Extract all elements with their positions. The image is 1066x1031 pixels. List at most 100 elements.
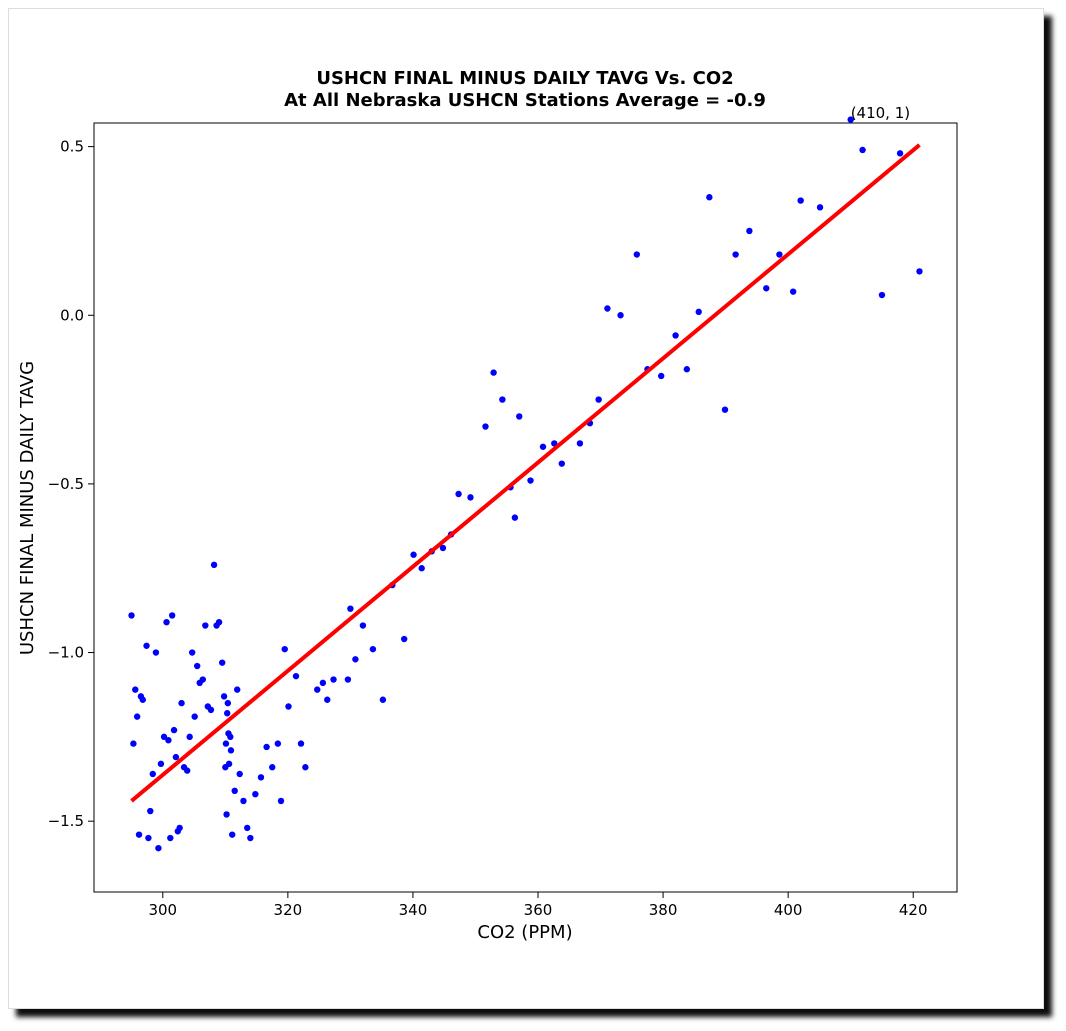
- data-point: [227, 747, 235, 754]
- data-point: [157, 760, 165, 768]
- data-point: [330, 676, 337, 683]
- data-point: [240, 797, 247, 805]
- data-point: [617, 312, 624, 319]
- data-point: [285, 703, 292, 710]
- data-point: [231, 787, 238, 795]
- data-point: [132, 686, 139, 693]
- data-point: [191, 713, 198, 720]
- data-point: [789, 288, 797, 295]
- y-tick-label: −1.5: [48, 812, 84, 830]
- data-point: [199, 676, 207, 683]
- data-point: [302, 764, 309, 771]
- y-tick-label: −0.5: [48, 475, 84, 493]
- data-point: [847, 116, 854, 123]
- data-point: [155, 844, 162, 852]
- data-point: [277, 797, 285, 805]
- data-point: [252, 790, 259, 798]
- data-point: [467, 494, 474, 501]
- data-point: [400, 635, 408, 643]
- data-point: [695, 308, 702, 316]
- data-point: [721, 406, 729, 413]
- data-point: [143, 642, 150, 649]
- data-point: [160, 733, 168, 741]
- point-annotation: (410, 1): [851, 104, 910, 122]
- data-point: [193, 662, 201, 670]
- y-axis: 0.5 0.0 −0.5 −1.0 −1.5: [48, 138, 94, 830]
- data-point: [595, 396, 602, 403]
- data-point: [222, 740, 230, 747]
- data-point: [149, 770, 156, 778]
- data-point: [410, 551, 417, 558]
- data-point: [319, 679, 327, 687]
- data-point: [135, 831, 143, 838]
- data-point: [878, 291, 886, 299]
- data-point: [633, 251, 641, 258]
- data-point: [188, 649, 196, 656]
- data-point: [297, 740, 305, 747]
- data-point: [683, 366, 691, 373]
- data-point: [147, 807, 154, 815]
- data-point: [220, 693, 228, 700]
- data-point: [359, 622, 367, 629]
- data-point: [347, 605, 354, 612]
- y-axis-label: USHCN FINAL MINUS DAILY TAVG: [17, 361, 38, 655]
- data-point: [223, 811, 230, 818]
- data-point: [163, 618, 170, 626]
- data-point: [482, 423, 489, 430]
- data-point: [576, 440, 584, 447]
- data-point: [210, 561, 218, 569]
- data-point: [130, 740, 137, 747]
- data-point: [247, 834, 254, 842]
- x-tick-label: 400: [774, 901, 803, 919]
- data-point: [257, 774, 265, 781]
- data-point: [145, 834, 152, 842]
- y-tick-label: −1.0: [48, 644, 84, 662]
- data-point: [281, 645, 288, 653]
- data-point: [797, 197, 804, 204]
- data-point: [218, 659, 226, 666]
- data-point: [292, 672, 300, 680]
- data-point: [658, 372, 665, 380]
- data-point: [269, 764, 276, 771]
- data-point: [499, 396, 506, 403]
- data-point: [236, 770, 243, 778]
- data-point: [186, 733, 193, 741]
- y-tick-label: 0.5: [60, 138, 84, 156]
- data-point: [225, 760, 233, 768]
- trend-line: [130, 143, 921, 803]
- data-point: [168, 612, 176, 619]
- data-point: [244, 824, 251, 832]
- data-point: [274, 740, 282, 747]
- data-point: [706, 194, 713, 201]
- data-point: [224, 699, 232, 707]
- data-point: [455, 490, 462, 498]
- data-point: [314, 686, 321, 693]
- x-tick-label: 420: [899, 901, 928, 919]
- data-point: [224, 710, 231, 717]
- data-point: [746, 227, 753, 235]
- data-point: [229, 831, 236, 838]
- trend-line-group: [130, 143, 921, 803]
- data-point: [183, 767, 191, 774]
- data-point: [539, 443, 547, 450]
- data-point: [152, 649, 160, 656]
- data-point: [816, 204, 824, 211]
- data-point: [896, 150, 904, 157]
- data-point: [344, 676, 352, 683]
- data-point: [558, 460, 565, 467]
- chart-title: USHCN FINAL MINUS DAILY TAVG Vs. CO2: [316, 68, 733, 89]
- data-point: [133, 713, 141, 720]
- data-point: [172, 753, 180, 761]
- data-point: [527, 477, 534, 484]
- data-point: [604, 305, 611, 312]
- data-point: [439, 544, 447, 552]
- data-point: [167, 834, 174, 842]
- x-tick-label: 380: [649, 901, 678, 919]
- data-point: [672, 332, 679, 339]
- y-tick-label: 0.0: [60, 306, 84, 324]
- x-axis: 300 320 340 360 380 400 420: [148, 892, 928, 919]
- data-point: [176, 824, 183, 832]
- chart-subtitle: At All Nebraska USHCN Stations Average =…: [284, 90, 766, 111]
- data-point: [215, 618, 223, 626]
